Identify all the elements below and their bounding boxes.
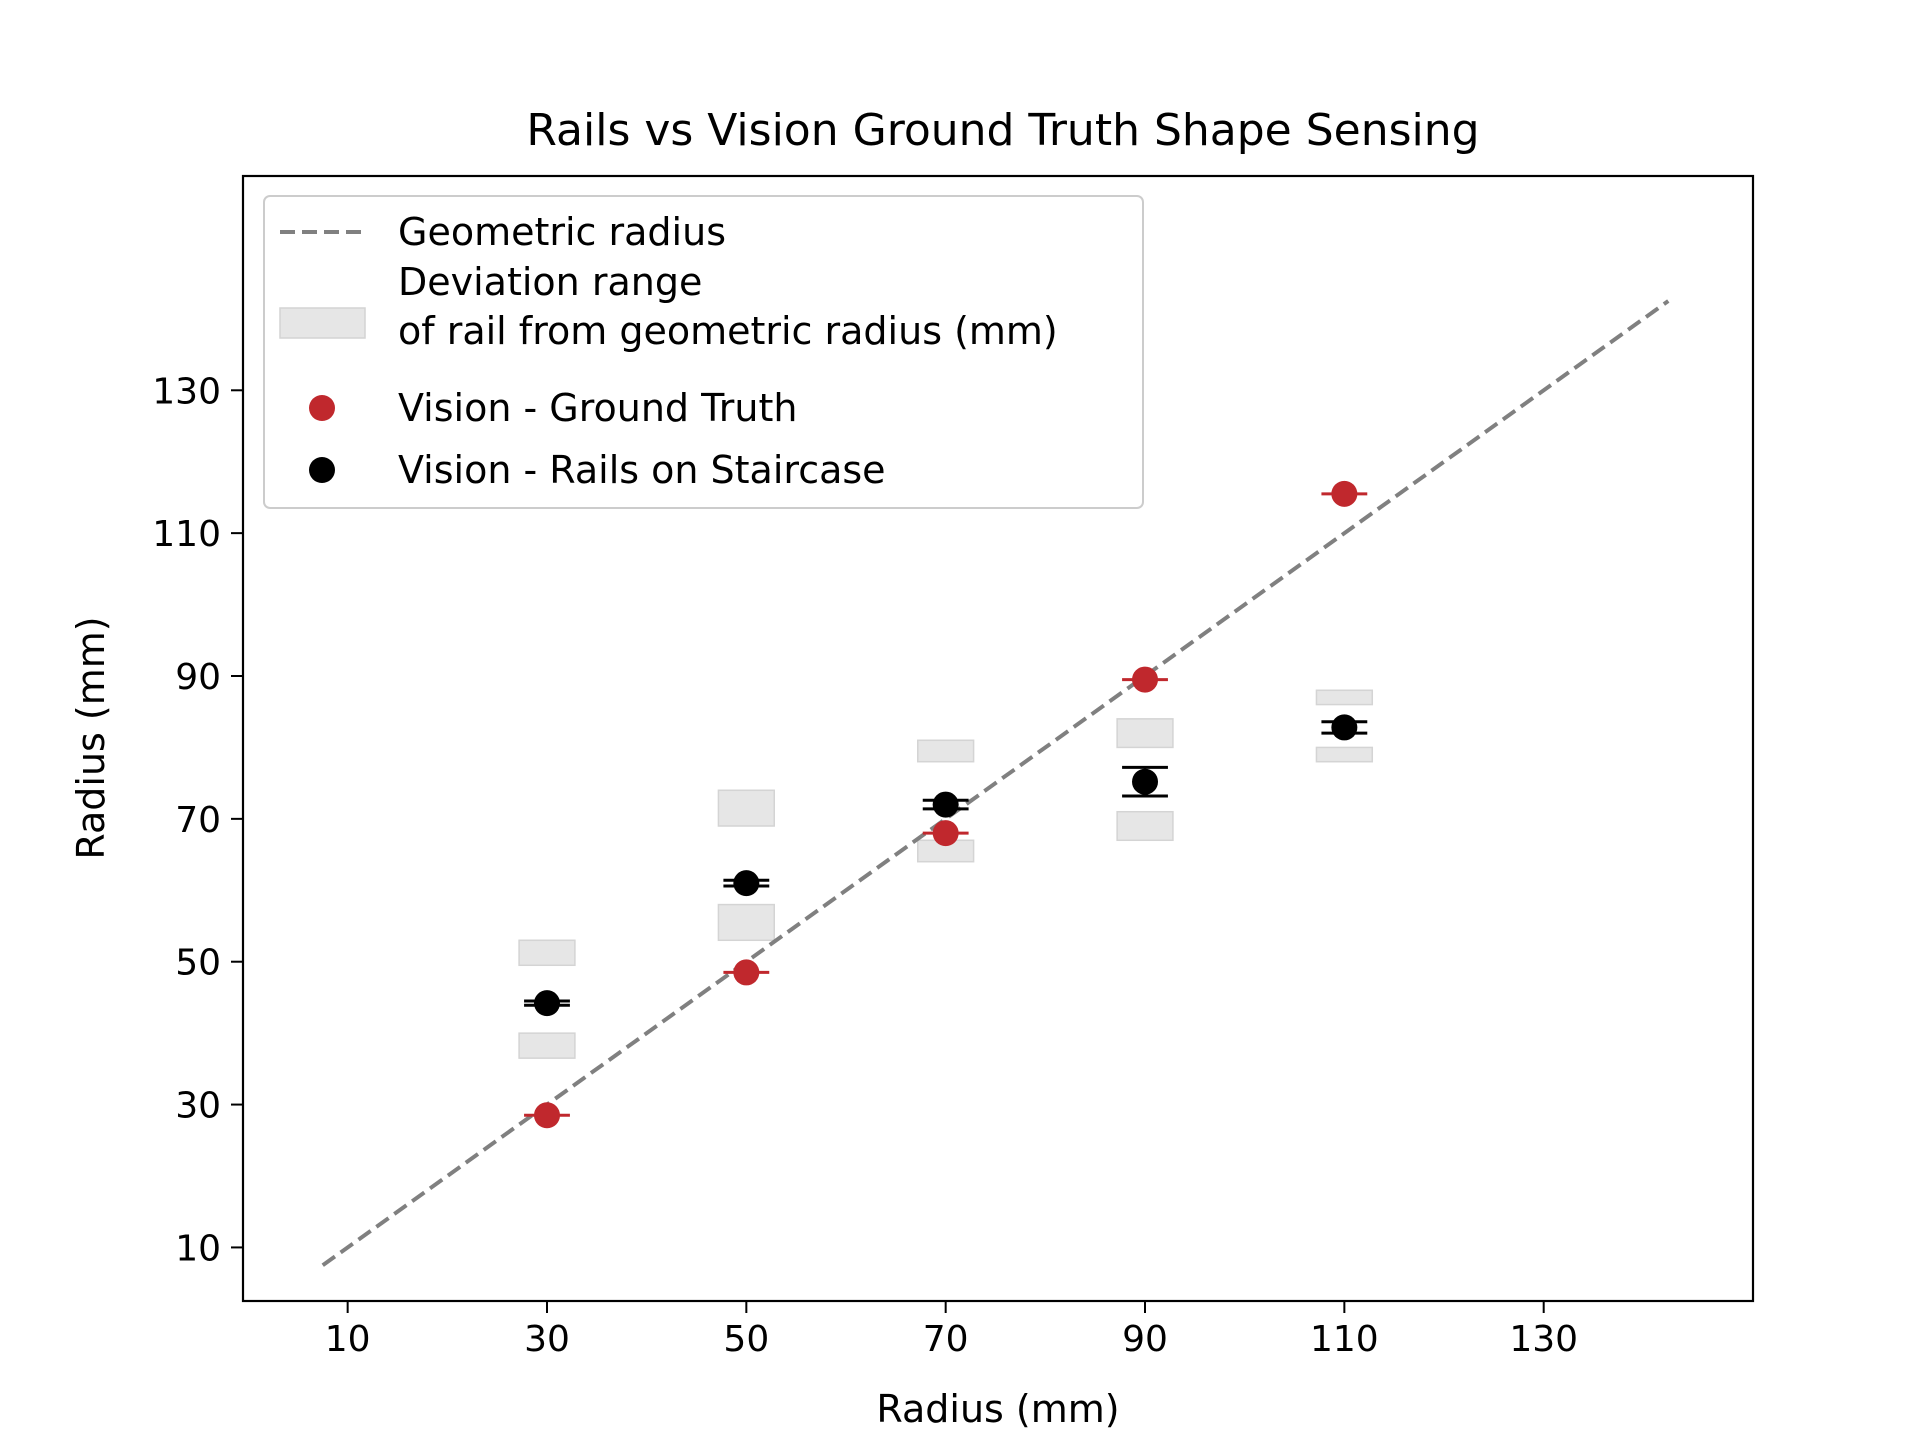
y-axis-label: Radius (mm) — [69, 616, 113, 859]
series-0-point-3 — [1132, 666, 1159, 693]
y-tick-label-5: 110 — [152, 514, 221, 555]
deviation-range-box-4-low — [1315, 746, 1374, 763]
legend-handle-deviation-range — [279, 307, 366, 339]
series-1-point-1 — [733, 870, 760, 897]
series-0-point-1 — [733, 959, 760, 986]
legend-label-deviation-range: Deviation range of rail from geometric ra… — [398, 260, 1058, 353]
legend-label-series-0: Vision - Ground Truth — [398, 386, 797, 430]
x-tick-label-6: 130 — [1509, 1319, 1578, 1360]
x-tick-label-3: 70 — [923, 1319, 969, 1360]
series-1-point-4 — [1331, 714, 1358, 741]
series-1-point-2 — [932, 791, 959, 818]
series-1-point-3 — [1132, 768, 1159, 795]
x-tick-label-4: 90 — [1122, 1319, 1168, 1360]
axes: 10 30 50 70 90 110 130 10 30 50 70 90 110 130 — [152, 371, 1578, 1360]
y-tick-label-3: 70 — [175, 800, 221, 841]
legend-label-deviation-range-line-0: Deviation range — [398, 260, 702, 304]
y-tick-label-6: 130 — [152, 371, 221, 412]
legend-label-geometric-radius: Geometric radius — [398, 210, 726, 254]
series-1-point-0 — [533, 990, 560, 1017]
y-tick-label-2: 50 — [175, 943, 221, 984]
x-tick-label-5: 110 — [1310, 1319, 1379, 1360]
y-tick-label-1: 30 — [175, 1086, 221, 1127]
x-tick-label-0: 10 — [325, 1319, 371, 1360]
series-0-point-2 — [932, 820, 959, 847]
series-0-point-4 — [1331, 480, 1358, 507]
chart-title: Rails vs Vision Ground Truth Shape Sensi… — [526, 105, 1479, 156]
legend-handle-series-0 — [309, 395, 335, 421]
deviation-range-box-2-high — [917, 739, 975, 763]
x-axis-label: Radius (mm) — [876, 1387, 1119, 1431]
legend-handle-series-1 — [309, 457, 335, 483]
x-tick-label-1: 30 — [524, 1319, 570, 1360]
deviation-range-box-0-low — [518, 1032, 576, 1059]
legend: Geometric radius Deviation range of rail f… — [263, 195, 1144, 509]
deviation-range-box-4-high — [1315, 689, 1374, 706]
y-tick-label-0: 10 — [175, 1228, 221, 1269]
series-0-point-0 — [533, 1102, 560, 1129]
y-tick-label-4: 90 — [175, 657, 221, 698]
plot-area — [321, 299, 1670, 1267]
deviation-range-box-0-high — [518, 939, 576, 967]
legend-box — [263, 195, 1144, 509]
deviation-range-box-3-high — [1116, 718, 1174, 749]
legend-label-deviation-range-line-1: of rail from geometric radius (mm) — [398, 309, 1058, 353]
deviation-range-box-1-high — [717, 789, 775, 827]
legend-label-series-1: Vision - Rails on Staircase — [398, 448, 886, 492]
plot-frame — [241, 174, 1755, 1303]
x-tick-label-2: 50 — [723, 1319, 769, 1360]
deviation-range-box-3-low — [1116, 810, 1174, 842]
deviation-range-box-1-low — [717, 903, 775, 942]
